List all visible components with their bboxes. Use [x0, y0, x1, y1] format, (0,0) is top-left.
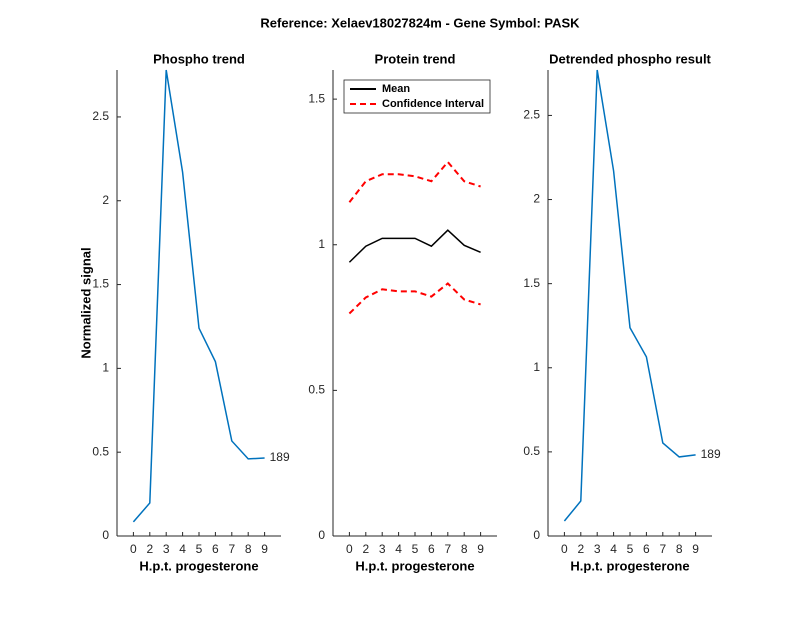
x-tick-label: 8 [461, 542, 468, 556]
lower-bound [348, 282, 481, 315]
x-axis-label: H.p.t. progesterone [355, 558, 474, 573]
x-tick-label: 7 [659, 542, 666, 556]
x-tick-label: 6 [428, 542, 435, 556]
line [563, 69, 696, 522]
x-tick-label: 3 [163, 542, 170, 556]
y-tick-label: 2.5 [92, 109, 109, 123]
x-tick-label: 9 [692, 542, 699, 556]
y-tick-label: 0.5 [523, 444, 540, 458]
x-tick-label: 7 [444, 542, 451, 556]
line [132, 69, 265, 523]
annotation: 189 [701, 447, 721, 461]
x-axis-label: H.p.t. progesterone [570, 558, 689, 573]
y-axis-label: Normalized signal [78, 247, 93, 358]
x-tick-label: 8 [245, 542, 252, 556]
x-tick-label: 4 [179, 542, 186, 556]
x-tick-label: 7 [228, 542, 235, 556]
y-tick-label: 2 [102, 193, 109, 207]
legend-label: Mean [382, 83, 410, 95]
line [348, 229, 481, 263]
x-tick-label: 2 [577, 542, 584, 556]
y-tick-label: 1 [318, 237, 325, 251]
y-tick-label: 2 [533, 192, 540, 206]
legend-box [343, 79, 491, 114]
y-tick-label: 0 [533, 528, 540, 542]
x-tick-label: 4 [395, 542, 402, 556]
x-tick-label: 4 [610, 542, 617, 556]
y-tick-label: 1.5 [523, 276, 540, 290]
x-axis-label: H.p.t. progesterone [139, 558, 258, 573]
y-tick-label: 0 [318, 528, 325, 542]
y-tick-label: 1 [102, 361, 109, 375]
x-tick-label: 8 [676, 542, 683, 556]
x-tick-label: 3 [594, 542, 601, 556]
x-tick-label: 5 [412, 542, 419, 556]
x-tick-label: 3 [379, 542, 386, 556]
y-tick-label: 1.5 [308, 91, 325, 105]
x-tick-label: 6 [643, 542, 650, 556]
y-tick-label: 0.5 [92, 444, 109, 458]
y-tick-label: 0.5 [308, 383, 325, 397]
y-tick-label: 1 [533, 360, 540, 374]
x-tick-label: 6 [212, 542, 219, 556]
x-tick-label: 0 [130, 542, 137, 556]
x-tick-label: 5 [627, 542, 634, 556]
x-tick-label: 5 [196, 542, 203, 556]
x-tick-label: 9 [261, 542, 268, 556]
axes-title: Detrended phospho result [549, 51, 711, 66]
y-tick-label: 2.5 [523, 108, 540, 122]
x-tick-label: 0 [346, 542, 353, 556]
x-tick-label: 2 [146, 542, 153, 556]
x-tick-label: 0 [561, 542, 568, 556]
y-tick-label: 1.5 [92, 277, 109, 291]
axes-title: Phospho trend [153, 51, 245, 66]
x-tick-label: 9 [477, 542, 484, 556]
figure-title: Reference: Xelaev18027824m - Gene Symbol… [260, 15, 580, 30]
x-tick-label: 2 [362, 542, 369, 556]
y-tick-label: 0 [102, 528, 109, 542]
annotation: 189 [270, 450, 290, 464]
legend-label: Confidence Interval [382, 98, 484, 110]
axes-title: Protein trend [375, 51, 456, 66]
upper-bound [348, 160, 481, 203]
